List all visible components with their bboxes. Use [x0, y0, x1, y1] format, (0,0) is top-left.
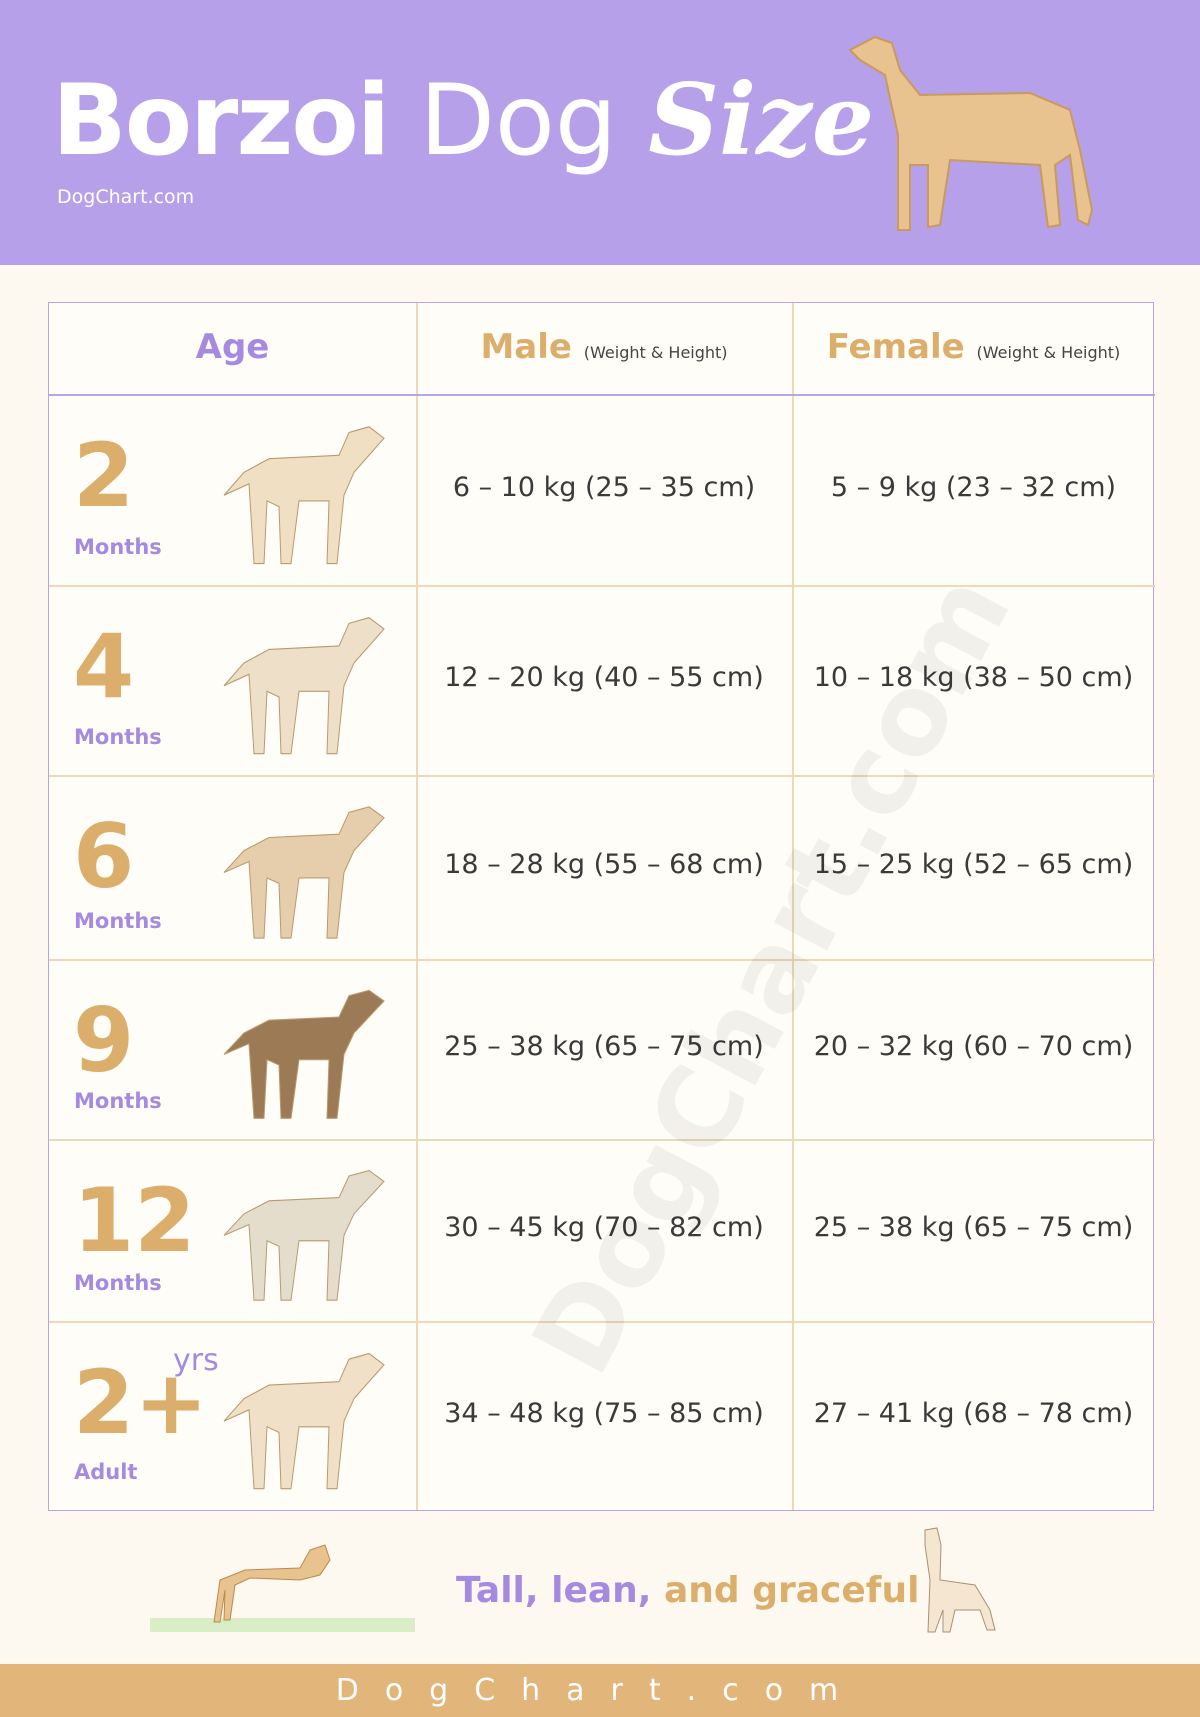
size-table: Age Male (Weight & Height) Female (Weight …: [48, 302, 1155, 1511]
dog-shape: [223, 1170, 385, 1301]
column-divider: [792, 303, 794, 1510]
age-suffix: yrs: [173, 1343, 219, 1378]
dog-photo: [223, 989, 385, 1119]
footer: DogChart.com: [0, 1664, 1200, 1717]
female-size: 10 – 18 kg (38 – 50 cm): [813, 662, 1134, 693]
site: DogChart.com: [57, 186, 195, 208]
age-number: 2+: [73, 1351, 208, 1454]
age-number: 6: [73, 805, 135, 908]
dog-photo: [223, 426, 385, 565]
female-size: 20 – 32 kg (60 – 70 cm): [813, 1031, 1134, 1062]
male-size: 18 – 28 kg (55 – 68 cm): [444, 849, 764, 880]
female-size: 15 – 25 kg (52 – 65 cm): [813, 849, 1134, 880]
age-unit: Adult: [74, 1460, 138, 1484]
dog-photo: [223, 1352, 385, 1490]
column-label: Male: [480, 327, 572, 367]
column-note: (Weight & Height): [976, 343, 1121, 362]
dog-shape: [223, 617, 385, 755]
female-size: 27 – 41 kg (68 – 78 cm): [813, 1397, 1134, 1429]
dog-photo: [223, 806, 385, 939]
male-size: 12 – 20 kg (40 – 55 cm): [444, 662, 764, 693]
column-label: Age: [195, 327, 270, 367]
tagline: Tall, lean, and graceful: [456, 1570, 919, 1611]
age-unit: Months: [74, 535, 162, 559]
dog-illustration: [150, 1544, 415, 1632]
dog-photo: [223, 617, 385, 755]
tagline-part: and graceful: [664, 1570, 920, 1611]
male-size: 30 – 45 kg (70 – 82 cm): [444, 1212, 764, 1243]
age-unit: Months: [74, 1089, 162, 1113]
row-divider: [49, 959, 1155, 961]
age-number: 2: [73, 424, 135, 527]
column-header: Female (Weight & Height): [792, 327, 1155, 367]
row-divider: [49, 1139, 1155, 1141]
tagline-part: Tall, lean,: [456, 1570, 652, 1611]
dog-illustration: [924, 1527, 996, 1633]
female-size: 25 – 38 kg (65 – 75 cm): [813, 1212, 1134, 1243]
age-number: 9: [73, 989, 135, 1092]
dog-shape: [223, 989, 385, 1119]
male-size: 6 – 10 kg (25 – 35 cm): [452, 471, 756, 503]
dog-shape: [223, 806, 385, 939]
row-divider: [49, 775, 1155, 777]
age-unit: Months: [74, 909, 162, 933]
row-divider: [49, 585, 1155, 587]
header: Borzoi Dog Size DogChart.com: [0, 0, 1200, 265]
title: Borzoi Dog Size: [52, 72, 874, 171]
male-size: 25 – 38 kg (65 – 75 cm): [444, 1031, 764, 1062]
title-part: Borzoi: [52, 64, 390, 178]
age-unit: Months: [74, 725, 162, 749]
female-size: 5 – 9 kg (23 – 32 cm): [830, 471, 1117, 503]
row-divider: [49, 1321, 1155, 1323]
column-note: (Weight & Height): [583, 343, 728, 362]
dog-shape: [223, 1352, 385, 1490]
age-unit: Months: [74, 1271, 162, 1295]
age-number: 12: [73, 1169, 196, 1272]
column-header: Age: [49, 327, 416, 367]
row-divider: [49, 394, 1155, 396]
title-part: Dog: [419, 64, 618, 178]
column-header: Male (Weight & Height): [416, 327, 792, 367]
dog-illustration: [848, 35, 1094, 231]
column-label: Female: [826, 327, 965, 367]
age-number: 4: [73, 615, 135, 718]
column-divider: [416, 303, 418, 1510]
title-part: Size: [648, 63, 875, 178]
male-size: 34 – 48 kg (75 – 85 cm): [444, 1397, 764, 1429]
dog-shape: [223, 426, 385, 565]
dog-photo: [223, 1170, 385, 1301]
